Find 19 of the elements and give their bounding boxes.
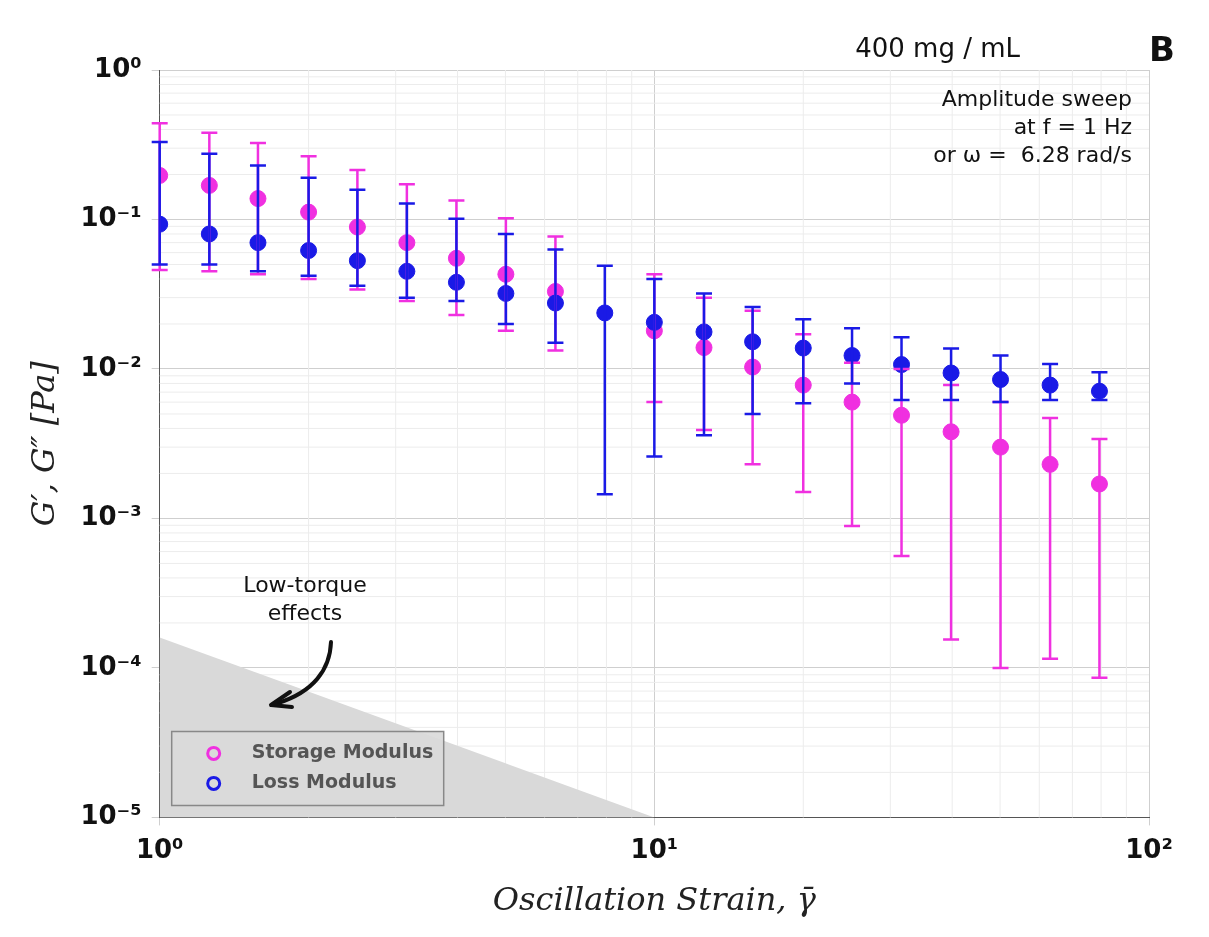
x-tick-label: 10² bbox=[1125, 833, 1173, 864]
text: 400 mg / mL bbox=[855, 32, 1021, 63]
legend-label: Loss Modulus bbox=[251, 770, 397, 793]
y-axis-title: G′, G″ [Pa] bbox=[23, 360, 62, 527]
annotation: or ω = 6.28 rad/s bbox=[933, 141, 1132, 167]
text: B bbox=[1149, 28, 1175, 69]
y-tick-label: 10⁻³ bbox=[80, 501, 142, 532]
annotation: Low-torque effects bbox=[243, 571, 367, 625]
x-tick-label: 10⁰ bbox=[135, 833, 184, 864]
x-axis-title: Oscillation Strain, γ̄ bbox=[492, 880, 817, 919]
annotation: Amplitude sweep bbox=[941, 85, 1132, 111]
y-tick-label: 10⁻² bbox=[80, 351, 142, 382]
annotation: at f = 1 Hz bbox=[1013, 113, 1132, 139]
x-tick-label: 10¹ bbox=[630, 833, 679, 864]
y-tick-label: 10⁻⁵ bbox=[80, 800, 142, 831]
y-tick-label: 10⁻⁴ bbox=[80, 650, 142, 681]
y-tick-label: 10⁻¹ bbox=[80, 202, 142, 233]
legend-label: Storage Modulus bbox=[251, 740, 434, 763]
y-tick-label: 10⁰ bbox=[94, 52, 142, 83]
